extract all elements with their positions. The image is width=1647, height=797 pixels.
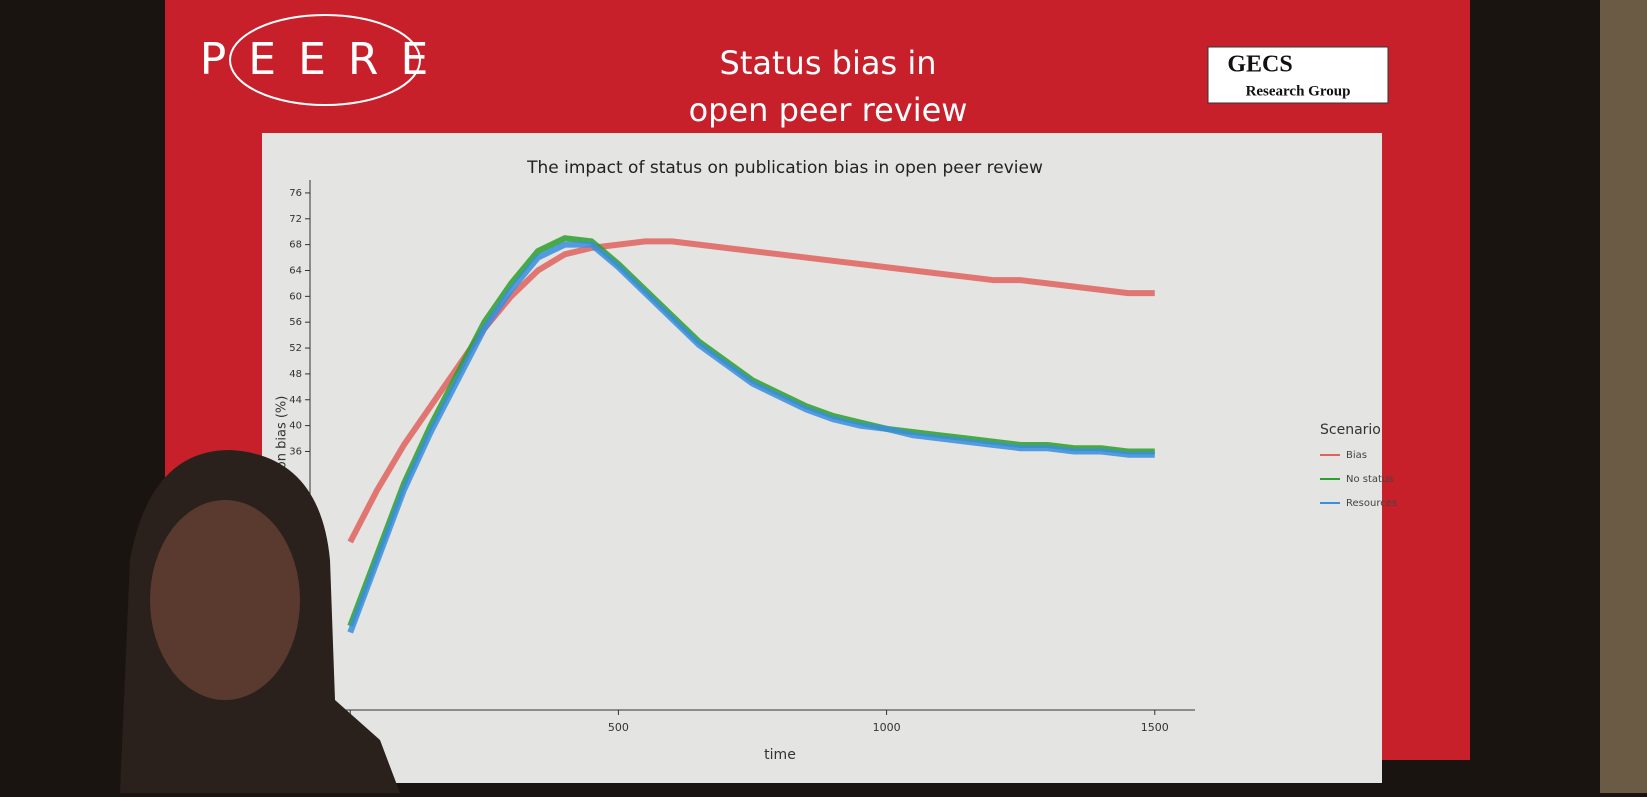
- logo-ring: [229, 14, 421, 106]
- legend-label: Resources: [1346, 498, 1397, 509]
- y-tick-label: 64: [289, 265, 302, 276]
- slide-title: open peer review: [689, 91, 968, 129]
- logo: PEERE: [200, 34, 451, 85]
- x-axis-label: time: [764, 747, 796, 763]
- series-line: [347, 241, 1155, 634]
- y-tick-label: 36: [289, 446, 302, 457]
- y-tick-label: 60: [289, 291, 302, 302]
- y-tick-label: 48: [289, 369, 302, 380]
- x-tick-label: 1000: [873, 721, 901, 734]
- y-tick-label: 72: [289, 214, 302, 225]
- wall: [1600, 0, 1647, 793]
- x-tick-label: 1500: [1141, 721, 1169, 734]
- chart-title: The impact of status on publication bias…: [526, 158, 1043, 178]
- plot: 3640444852566064687276050010001500BiasNo…: [289, 180, 1397, 734]
- legend-label: Bias: [1346, 450, 1367, 461]
- y-tick-label: 56: [289, 317, 302, 328]
- legend-label: No status: [1346, 474, 1394, 485]
- badge: [1207, 46, 1389, 104]
- presenter-face: [150, 500, 300, 700]
- badge-text: Research Group: [1246, 83, 1351, 99]
- badge-text: GECS: [1227, 52, 1292, 78]
- slide-title: Status bias in: [720, 44, 937, 82]
- y-tick-label: 68: [289, 240, 302, 251]
- x-tick-label: 500: [608, 721, 629, 734]
- legend-title: Scenario: [1320, 422, 1381, 438]
- y-tick-label: 52: [289, 343, 302, 354]
- y-tick-label: 44: [289, 395, 302, 406]
- y-tick-label: 40: [289, 421, 302, 432]
- y-tick-label: 76: [289, 188, 302, 199]
- chart-panel: [262, 133, 1382, 783]
